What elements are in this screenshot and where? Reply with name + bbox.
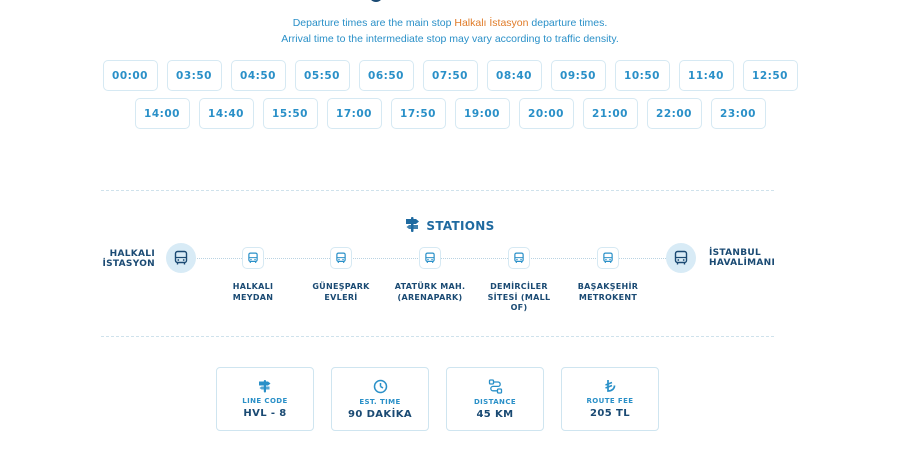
departure-time-chip[interactable]: 08:40 xyxy=(486,60,542,91)
start-stop-bus-icon[interactable] xyxy=(166,243,196,273)
route-details: LINE CODE HVL - 8 EST. TIME 90 DAKİKA DI… xyxy=(216,367,659,431)
line-code-card: LINE CODE HVL - 8 xyxy=(216,367,314,431)
end-stop-bus-icon[interactable] xyxy=(666,243,696,273)
distance-label: DISTANCE xyxy=(473,397,517,406)
signpost-icon xyxy=(405,216,420,236)
info-line-2: Arrival time to the intermediate stop ma… xyxy=(281,33,619,45)
departure-time-chip[interactable]: 03:50 xyxy=(166,60,222,91)
line-code-label: LINE CODE xyxy=(242,397,288,405)
est-time-label: EST. TIME xyxy=(359,397,401,406)
departure-time-chip[interactable]: 19:00 xyxy=(454,98,510,129)
departure-time-chip[interactable]: 21:00 xyxy=(582,98,638,129)
stop-label: GÜNEŞPARK EVLERİ xyxy=(312,282,370,302)
section-title-partial xyxy=(369,0,383,2)
stations-title: STATIONS xyxy=(426,219,495,233)
timer-icon xyxy=(373,379,388,394)
departure-time-chip[interactable]: 10:50 xyxy=(614,60,670,91)
stop-bus-icon[interactable] xyxy=(419,247,441,269)
est-time-value: 90 DAKİKA xyxy=(348,408,412,420)
stop-bus-icon[interactable] xyxy=(242,247,264,269)
route-icon xyxy=(488,378,503,394)
departure-time-chip[interactable]: 14:00 xyxy=(134,98,190,129)
stop-label: BAŞAKŞEHİR METROKENT xyxy=(577,282,639,302)
departure-time-chip[interactable]: 05:50 xyxy=(294,60,350,91)
departure-time-chip[interactable]: 12:50 xyxy=(742,60,798,91)
departure-times-grid: 00:00 03:50 04:50 05:50 06:50 07:50 08:40 09:50… xyxy=(100,60,800,129)
info-line-1: Departure times are the main stop Halkal… xyxy=(292,17,608,29)
departure-time-chip[interactable]: 11:40 xyxy=(678,60,734,91)
stop-label: ATATÜRK MAH. (ARENAPARK) xyxy=(394,282,466,302)
departure-time-chip[interactable]: 04:50 xyxy=(230,60,286,91)
departure-info: Departure times are the main stop Halkal… xyxy=(0,15,900,47)
divider xyxy=(101,336,774,337)
distance-card: DISTANCE 45 KM xyxy=(446,367,544,431)
stop-label: HALKALI MEYDAN xyxy=(232,282,274,302)
stop-bus-icon[interactable] xyxy=(330,247,352,269)
route-fee-card: ROUTE FEE 205 TL xyxy=(561,367,659,431)
stations-heading: STATIONS xyxy=(0,216,900,236)
lira-icon xyxy=(603,379,617,393)
departure-time-chip[interactable]: 15:50 xyxy=(262,98,318,129)
departure-time-chip[interactable]: 00:00 xyxy=(102,60,158,91)
departure-time-chip[interactable]: 22:00 xyxy=(646,98,702,129)
stop-bus-icon[interactable] xyxy=(597,247,619,269)
stop-bus-icon[interactable] xyxy=(508,247,530,269)
departure-time-chip[interactable]: 07:50 xyxy=(422,60,478,91)
departure-time-chip[interactable]: 17:50 xyxy=(390,98,446,129)
line-code-value: HVL - 8 xyxy=(243,408,287,419)
main-stop-highlight: Halkalı İstasyon xyxy=(454,17,529,29)
signpost-icon xyxy=(258,379,272,393)
departure-time-chip[interactable]: 17:00 xyxy=(326,98,382,129)
departure-time-chip[interactable]: 20:00 xyxy=(518,98,574,129)
route-fee-value: 205 TL xyxy=(590,408,630,419)
stop-label: DEMİRCİLER SİTESİ (MALL OF) xyxy=(487,282,551,312)
route-fee-label: ROUTE FEE xyxy=(586,397,634,405)
divider xyxy=(101,190,774,191)
departure-time-chip[interactable]: 06:50 xyxy=(358,60,414,91)
departure-time-chip[interactable]: 23:00 xyxy=(710,98,766,129)
est-time-card: EST. TIME 90 DAKİKA xyxy=(331,367,429,431)
start-station-label: HALKALI İSTASYON xyxy=(102,249,155,269)
end-station-label: İSTANBUL HAVALİMANI xyxy=(709,248,776,268)
distance-value: 45 KM xyxy=(476,408,514,420)
departure-time-chip[interactable]: 14:40 xyxy=(198,98,254,129)
departure-time-chip[interactable]: 09:50 xyxy=(550,60,606,91)
